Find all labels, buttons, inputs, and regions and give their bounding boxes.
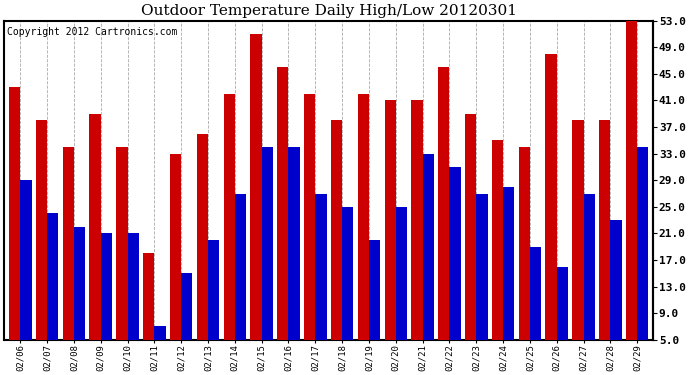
Bar — [357, 94, 369, 373]
Bar — [557, 267, 568, 373]
Bar — [411, 100, 422, 373]
Bar — [36, 120, 47, 373]
Bar — [277, 67, 288, 373]
Bar — [101, 233, 112, 373]
Bar — [572, 120, 584, 373]
Bar — [369, 240, 380, 373]
Bar — [63, 147, 74, 373]
Bar — [546, 54, 557, 373]
Bar — [117, 147, 128, 373]
Bar — [396, 207, 407, 373]
Bar — [235, 194, 246, 373]
Bar — [637, 147, 649, 373]
Bar — [503, 187, 514, 373]
Bar — [9, 87, 20, 373]
Bar — [208, 240, 219, 373]
Bar — [143, 254, 155, 373]
Bar — [476, 194, 488, 373]
Bar — [611, 220, 622, 373]
Bar — [74, 227, 85, 373]
Bar — [304, 94, 315, 373]
Bar — [155, 327, 166, 373]
Bar — [465, 114, 476, 373]
Bar — [331, 120, 342, 373]
Bar — [197, 134, 208, 373]
Bar — [438, 67, 449, 373]
Bar — [492, 140, 503, 373]
Bar — [224, 94, 235, 373]
Bar — [90, 114, 101, 373]
Bar — [288, 147, 299, 373]
Bar — [181, 273, 193, 373]
Bar — [262, 147, 273, 373]
Bar — [530, 247, 541, 373]
Bar — [519, 147, 530, 373]
Bar — [128, 233, 139, 373]
Bar — [342, 207, 353, 373]
Bar — [626, 21, 637, 373]
Bar — [315, 194, 326, 373]
Bar — [384, 100, 396, 373]
Bar — [422, 154, 434, 373]
Title: Outdoor Temperature Daily High/Low 20120301: Outdoor Temperature Daily High/Low 20120… — [141, 4, 517, 18]
Text: Copyright 2012 Cartronics.com: Copyright 2012 Cartronics.com — [8, 27, 178, 37]
Bar — [47, 213, 59, 373]
Bar — [449, 167, 461, 373]
Bar — [599, 120, 611, 373]
Bar — [250, 34, 262, 373]
Bar — [170, 154, 181, 373]
Bar — [584, 194, 595, 373]
Bar — [20, 180, 32, 373]
